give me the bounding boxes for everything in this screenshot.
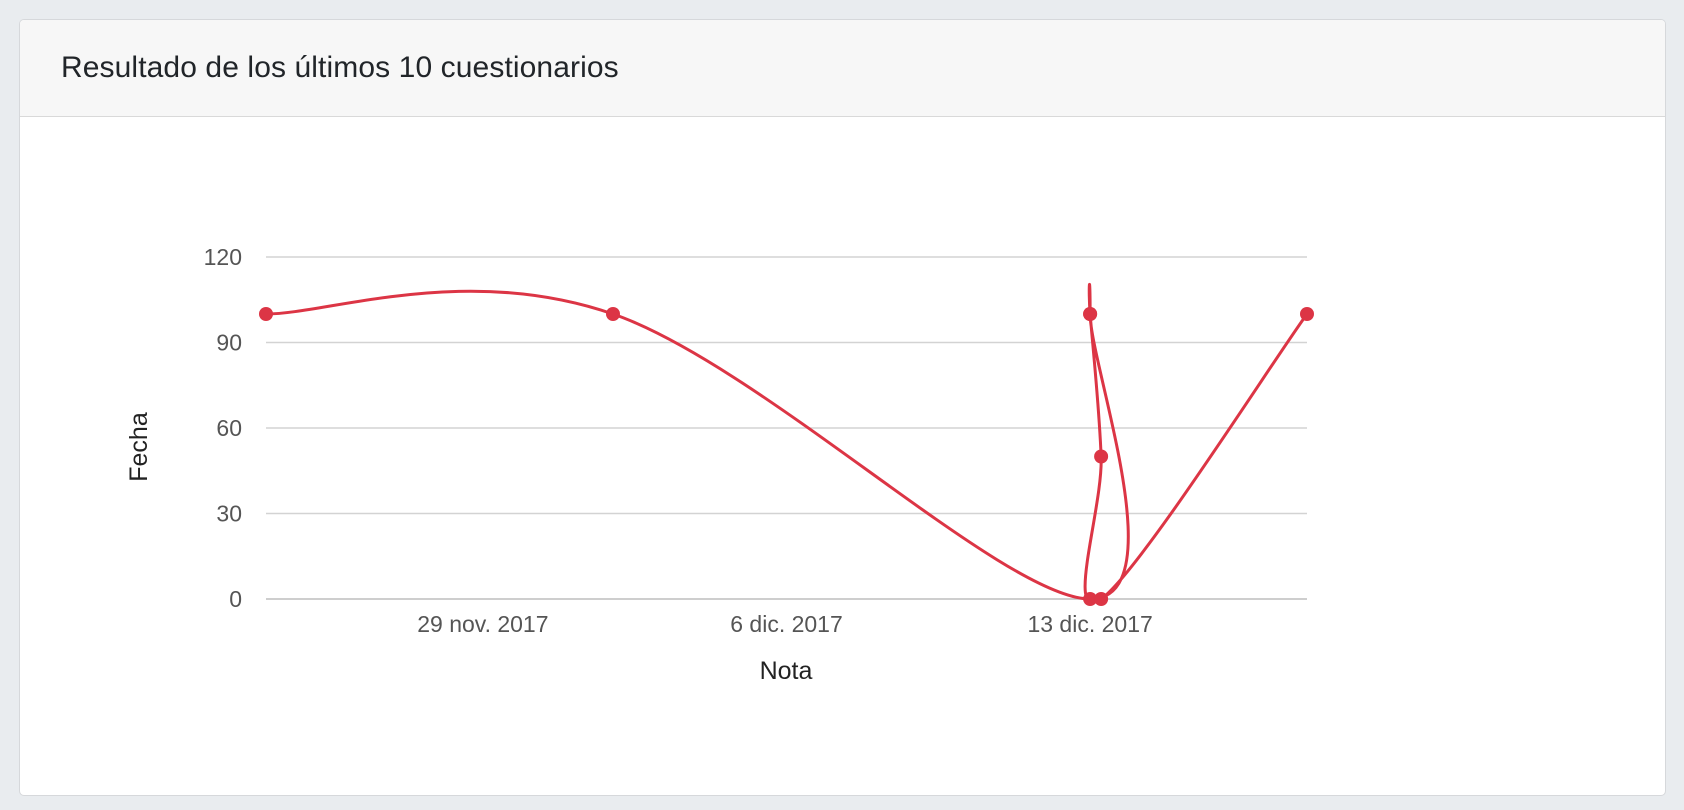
data-point[interactable] [1083, 592, 1098, 606]
data-point[interactable] [259, 307, 273, 321]
y-tick-label: 120 [204, 244, 242, 270]
grid-lines [266, 256, 1307, 600]
results-line-chart: 0 30 60 90 120 29 nov. 2017 6 dic. 2017 13 dic… [125, 244, 1314, 685]
data-point[interactable] [1094, 449, 1109, 464]
x-tick-labels: 29 nov. 2017 6 dic. 2017 13 dic. 2017 [417, 611, 1153, 637]
series-layer [264, 283, 1309, 604]
x-tick-label: 13 dic. 2017 [1027, 611, 1152, 637]
quiz-results-card: Resultado de los últimos 10 cuestionario… [19, 19, 1666, 796]
y-tick-label: 0 [229, 586, 242, 612]
y-tick-label: 90 [216, 330, 242, 356]
data-point[interactable] [1094, 592, 1109, 606]
data-point[interactable] [1300, 307, 1314, 321]
data-points [259, 307, 1314, 606]
data-point[interactable] [606, 307, 620, 321]
card-title: Resultado de los últimos 10 cuestionario… [61, 51, 619, 84]
data-point[interactable] [1083, 307, 1098, 321]
y-tick-label: 30 [216, 501, 242, 527]
y-tick-labels: 0 30 60 90 120 [204, 244, 242, 612]
y-axis-title: Fecha [125, 412, 153, 482]
x-tick-label: 29 nov. 2017 [417, 611, 548, 637]
series-line [264, 283, 1309, 604]
x-axis-title: Nota [760, 657, 813, 685]
x-tick-label: 6 dic. 2017 [730, 611, 843, 637]
card-header: Resultado de los últimos 10 cuestionario… [20, 20, 1665, 117]
y-tick-label: 60 [216, 415, 242, 441]
